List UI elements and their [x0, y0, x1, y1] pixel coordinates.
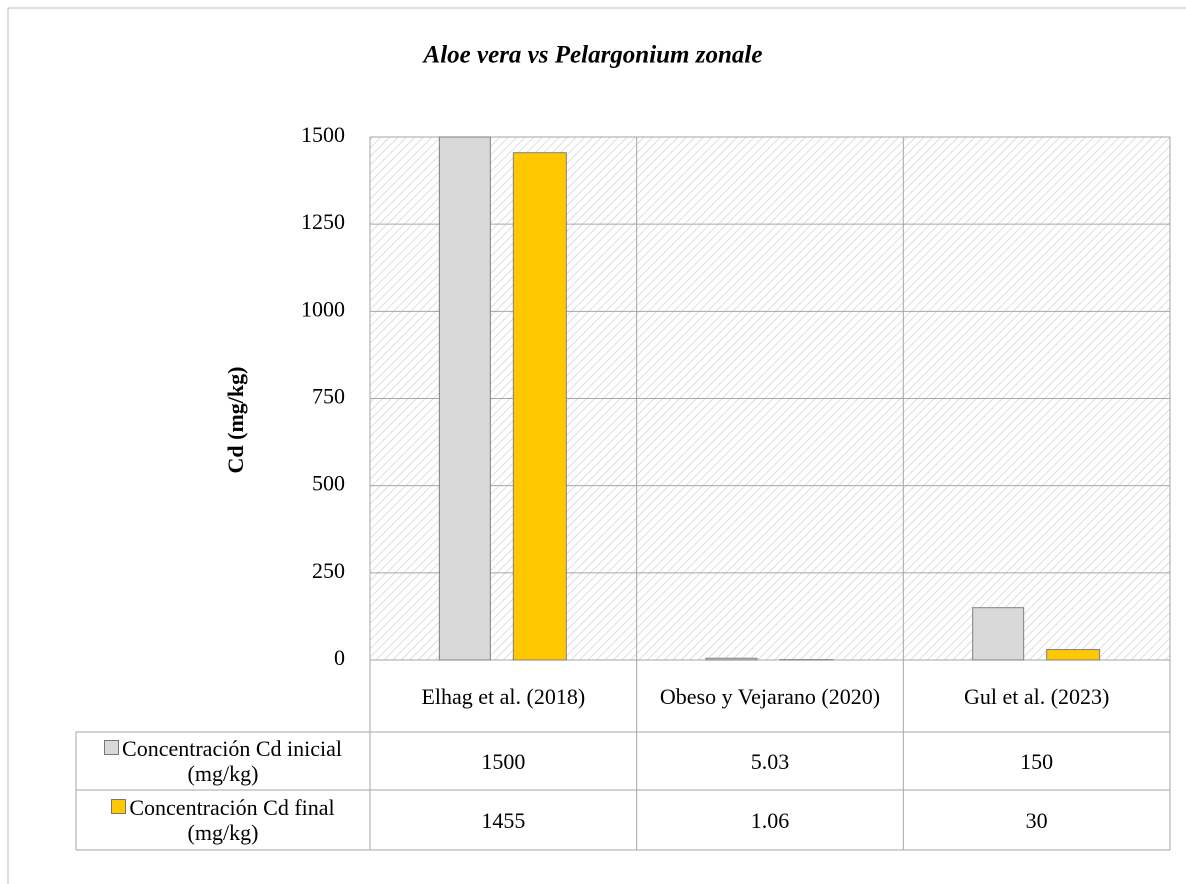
legend-label: Concentración Cd inicial (mg/kg): [122, 736, 342, 786]
table-value: 5.03: [750, 748, 790, 774]
y-tick-label: 1250: [301, 209, 345, 234]
x-tick-label: Elhag et al. (2018): [421, 683, 586, 709]
legend-text: Concentración Cd final (mg/kg): [82, 795, 364, 845]
table-value: 1455: [481, 807, 526, 833]
legend-swatch: [104, 740, 120, 755]
y-axis-label: Cd (mg/kg): [223, 367, 248, 474]
table-value: 1500: [481, 748, 526, 774]
x-tick-label: Gul et al. (2023): [963, 683, 1110, 709]
legend-label: Concentración Cd final (mg/kg): [129, 795, 335, 845]
bar: [438, 136, 491, 661]
y-tick-label: 500: [312, 471, 345, 496]
bar: [512, 152, 567, 661]
legend-text: Concentración Cd inicial (mg/kg): [82, 736, 364, 786]
legend-entry: Concentración Cd inicial (mg/kg): [76, 732, 370, 790]
table-value: 150: [1020, 748, 1054, 774]
table-value: 1.06: [750, 807, 790, 833]
y-tick-label: 1500: [301, 122, 345, 147]
table-value: 30: [1025, 807, 1048, 833]
bar: [1046, 649, 1101, 661]
y-tick-label: 750: [312, 384, 345, 409]
bar: [705, 657, 758, 661]
y-tick-label: 1000: [301, 296, 345, 321]
legend-entry: Concentración Cd final (mg/kg): [76, 790, 370, 850]
y-tick-label: 250: [312, 558, 345, 583]
bar: [972, 607, 1025, 661]
x-tick-label: Obeso y Vejarano (2020): [659, 683, 881, 709]
chart-title: Aloe vera vs Pelargonium zonale: [422, 42, 763, 69]
y-tick-label: 0: [334, 645, 345, 670]
legend-swatch: [111, 799, 127, 814]
